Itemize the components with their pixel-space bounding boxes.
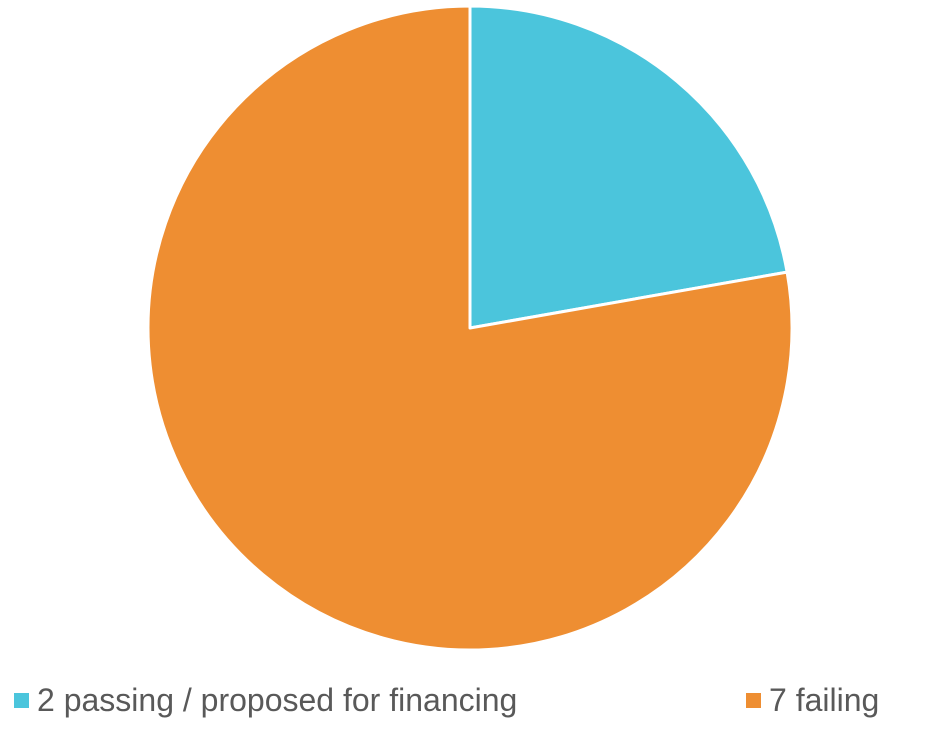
legend-item-passing: 2 passing / proposed for financing: [14, 672, 517, 728]
pie-slice-failing: [146, 4, 794, 652]
pie-slice-passing: [468, 4, 789, 330]
legend-swatch-failing: [746, 692, 761, 708]
legend-label-passing: 2 passing / proposed for financing: [37, 682, 518, 718]
pie-chart: [146, 4, 794, 652]
legend-swatch-passing: [14, 692, 29, 708]
legend: 2 passing / proposed for financing 7 fai…: [0, 672, 941, 728]
legend-item-failing: 7 failing: [746, 672, 879, 728]
legend-label-failing: 7 failing: [769, 682, 880, 718]
